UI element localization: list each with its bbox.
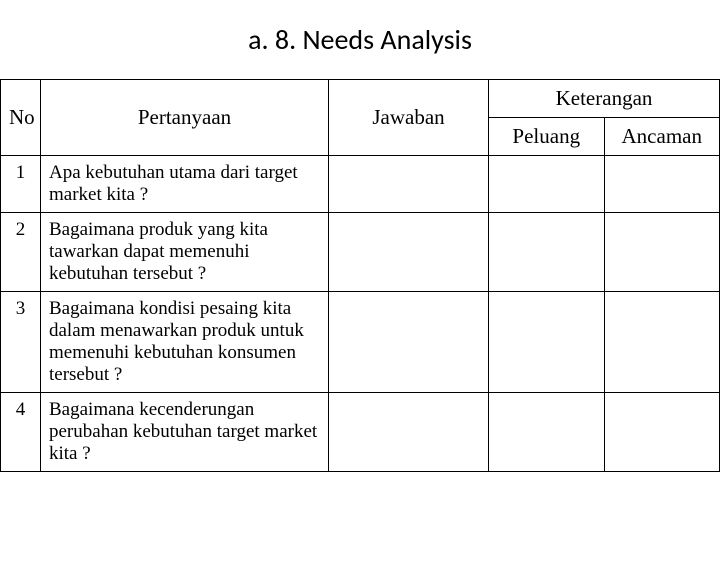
header-jawaban: Jawaban — [329, 80, 489, 156]
cell-no: 1 — [1, 156, 41, 213]
cell-ancaman — [604, 292, 720, 393]
header-peluang: Peluang — [489, 118, 605, 156]
header-pertanyaan: Pertanyaan — [41, 80, 329, 156]
header-ancaman: Ancaman — [604, 118, 720, 156]
cell-jawaban — [329, 393, 489, 472]
table-row: 2 Bagaimana produk yang kita tawarkan da… — [1, 213, 720, 292]
cell-peluang — [489, 213, 605, 292]
cell-ancaman — [604, 213, 720, 292]
header-keterangan: Keterangan — [489, 80, 720, 118]
cell-no: 2 — [1, 213, 41, 292]
cell-peluang — [489, 292, 605, 393]
cell-no: 3 — [1, 292, 41, 393]
cell-ancaman — [604, 156, 720, 213]
table-row: 3 Bagaimana kondisi pesaing kita dalam m… — [1, 292, 720, 393]
cell-pertanyaan: Bagaimana kecenderungan perubahan kebutu… — [41, 393, 329, 472]
page-title: a. 8. Needs Analysis — [0, 22, 720, 57]
table-row: 4 Bagaimana kecenderungan perubahan kebu… — [1, 393, 720, 472]
cell-pertanyaan: Apa kebutuhan utama dari target market k… — [41, 156, 329, 213]
cell-jawaban — [329, 156, 489, 213]
cell-peluang — [489, 156, 605, 213]
cell-jawaban — [329, 213, 489, 292]
needs-analysis-table: No Pertanyaan Jawaban Keterangan Peluang… — [0, 79, 720, 472]
header-no: No — [1, 80, 41, 156]
cell-jawaban — [329, 292, 489, 393]
cell-pertanyaan: Bagaimana produk yang kita tawarkan dapa… — [41, 213, 329, 292]
cell-ancaman — [604, 393, 720, 472]
cell-pertanyaan: Bagaimana kondisi pesaing kita dalam men… — [41, 292, 329, 393]
cell-no: 4 — [1, 393, 41, 472]
cell-peluang — [489, 393, 605, 472]
table-row: 1 Apa kebutuhan utama dari target market… — [1, 156, 720, 213]
